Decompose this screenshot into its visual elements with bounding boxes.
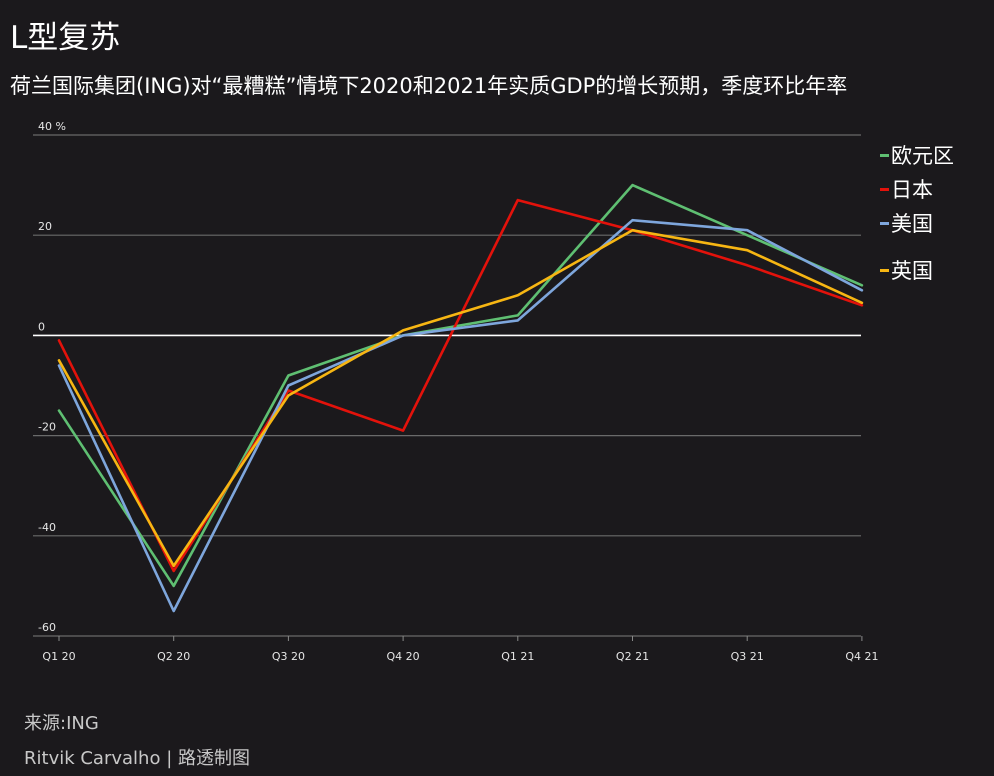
legend-swatch-japan (880, 187, 889, 191)
series-line-eurozone (57, 183, 864, 588)
source-note: 来源:ING (24, 713, 99, 734)
legend-swatch-eurozone (880, 153, 889, 157)
chart-title: L型复苏 (10, 20, 121, 56)
x-tick-label: Q1 21 (501, 650, 534, 663)
x-tick-label: Q2 21 (616, 650, 649, 663)
y-tick-label: 20 (38, 220, 52, 233)
legend-item-eurozone: 欧元区 (880, 140, 954, 170)
credit-note: Ritvik Carvalho | 路透制图 (24, 748, 250, 769)
legend-item-usa: 美国 (880, 208, 933, 238)
series-line-uk (57, 228, 864, 568)
x-tick-label: Q4 21 (845, 650, 878, 663)
x-tick-label: Q2 20 (157, 650, 190, 663)
legend-label-uk: 英国 (891, 259, 933, 283)
x-tick-label: Q3 21 (731, 650, 764, 663)
x-tick-label: Q1 20 (42, 650, 75, 663)
y-tick-label: -40 (38, 521, 56, 534)
legend-label-usa: 美国 (891, 212, 933, 236)
legend-item-japan: 日本 (880, 174, 933, 204)
legend-label-japan: 日本 (891, 178, 933, 202)
legend-label-eurozone: 欧元区 (891, 144, 954, 168)
y-tick-label: -60 (38, 621, 56, 634)
series-line-japan (57, 198, 864, 573)
x-tick-label: Q3 20 (272, 650, 305, 663)
y-tick-label: -20 (38, 421, 56, 434)
legend-swatch-uk (880, 268, 889, 272)
chart-subtitle: 荷兰国际集团(ING)对“最糟糕”情境下2020和2021年实质GDP的增长预期… (10, 74, 848, 98)
legend-item-uk: 英国 (880, 255, 933, 285)
legend-swatch-usa (880, 221, 889, 225)
y-tick-label: 40 % (38, 120, 66, 133)
x-tick-label: Q4 20 (387, 650, 420, 663)
series-line-usa (57, 218, 864, 613)
y-tick-label: 0 (38, 320, 45, 333)
